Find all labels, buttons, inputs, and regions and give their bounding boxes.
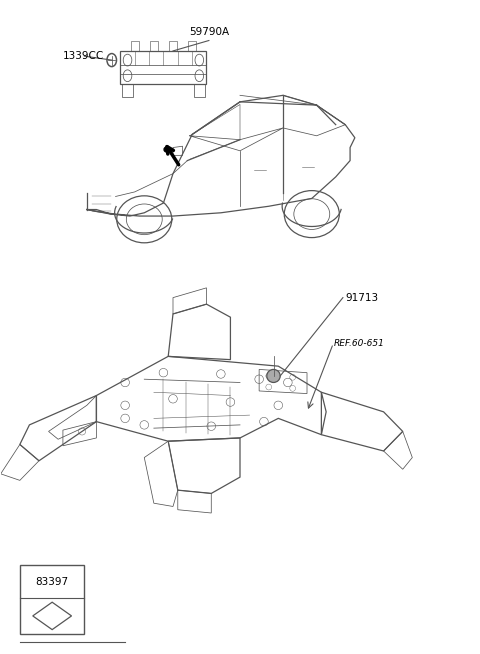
Bar bbox=[150, 41, 157, 51]
Text: 1339CC: 1339CC bbox=[63, 51, 104, 61]
Text: REF.60-651: REF.60-651 bbox=[333, 339, 384, 348]
Bar bbox=[188, 41, 196, 51]
Text: 91713: 91713 bbox=[345, 292, 378, 303]
Ellipse shape bbox=[267, 370, 280, 383]
Bar bbox=[131, 41, 139, 51]
Text: 83397: 83397 bbox=[36, 577, 69, 587]
Bar bbox=[169, 41, 177, 51]
Text: 59790A: 59790A bbox=[189, 27, 229, 37]
